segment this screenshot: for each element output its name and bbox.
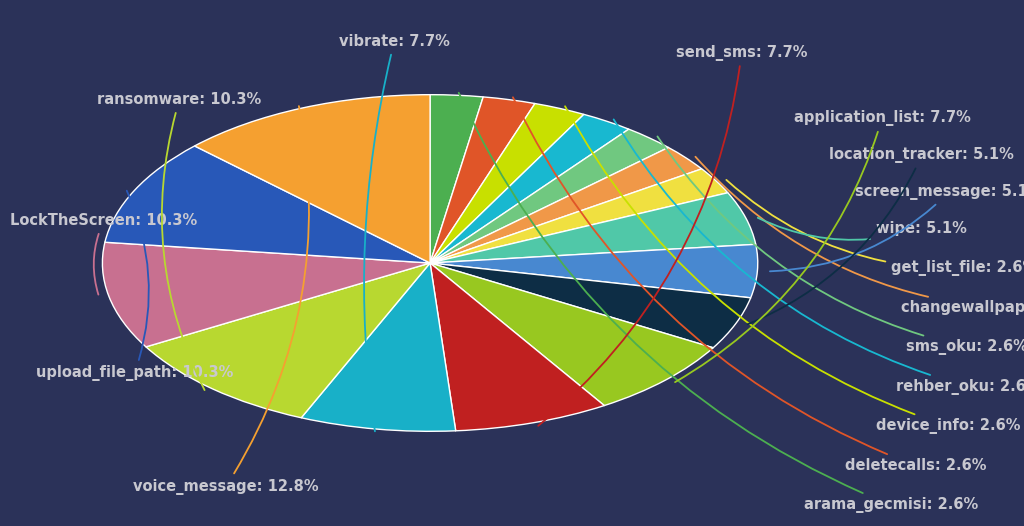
Wedge shape xyxy=(146,263,430,418)
Text: upload_file_path: 10.3%: upload_file_path: 10.3% xyxy=(36,191,233,381)
Wedge shape xyxy=(430,114,629,263)
Wedge shape xyxy=(430,129,669,263)
Text: deletecalls: 2.6%: deletecalls: 2.6% xyxy=(513,97,986,473)
Wedge shape xyxy=(430,104,584,263)
Wedge shape xyxy=(430,263,604,431)
Wedge shape xyxy=(430,147,701,263)
Text: changewallpaper: 2.6%: changewallpaper: 2.6% xyxy=(695,157,1024,315)
Wedge shape xyxy=(430,244,758,298)
Text: get_list_file: 2.6%: get_list_file: 2.6% xyxy=(726,180,1024,276)
Text: rehber_oku: 2.6%: rehber_oku: 2.6% xyxy=(613,119,1024,394)
Text: arama_gecmisi: 2.6%: arama_gecmisi: 2.6% xyxy=(459,93,978,513)
Wedge shape xyxy=(430,263,751,348)
Wedge shape xyxy=(430,193,756,263)
Wedge shape xyxy=(195,95,430,263)
Text: sms_oku: 2.6%: sms_oku: 2.6% xyxy=(657,136,1024,355)
Text: vibrate: 7.7%: vibrate: 7.7% xyxy=(339,34,450,431)
Text: send_sms: 7.7%: send_sms: 7.7% xyxy=(539,45,807,426)
Wedge shape xyxy=(430,95,483,263)
Text: ransomware: 10.3%: ransomware: 10.3% xyxy=(97,93,261,390)
Wedge shape xyxy=(104,146,430,263)
Wedge shape xyxy=(301,263,456,431)
Text: application_list: 7.7%: application_list: 7.7% xyxy=(675,110,971,382)
Wedge shape xyxy=(430,263,713,406)
Wedge shape xyxy=(430,169,728,263)
Text: LockTheScreen: 10.3%: LockTheScreen: 10.3% xyxy=(10,214,198,295)
Text: voice_message: 12.8%: voice_message: 12.8% xyxy=(133,106,318,494)
Text: screen_message: 5.1%: screen_message: 5.1% xyxy=(770,184,1024,271)
Text: device_info: 2.6%: device_info: 2.6% xyxy=(565,106,1020,434)
Text: wipe: 5.1%: wipe: 5.1% xyxy=(758,218,967,240)
Wedge shape xyxy=(102,242,430,347)
Text: location_tracker: 5.1%: location_tracker: 5.1% xyxy=(748,147,1015,325)
Wedge shape xyxy=(430,97,535,263)
